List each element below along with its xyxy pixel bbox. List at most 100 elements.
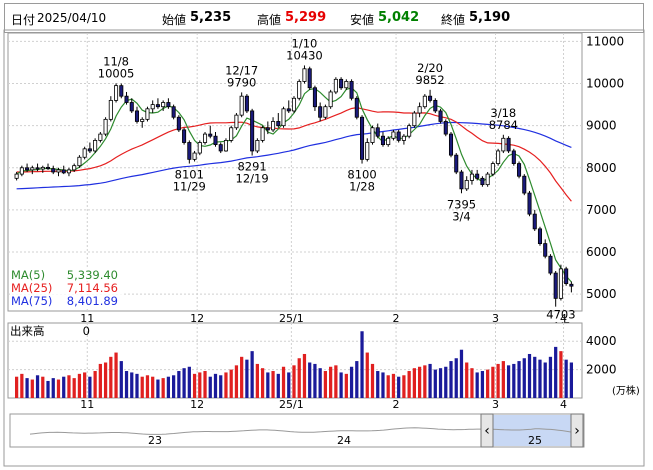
candle — [433, 98, 438, 114]
annotation-price: 9790 — [227, 75, 256, 89]
navigator-year-label: 25 — [528, 434, 542, 447]
navigator-right-handle-box[interactable] — [570, 413, 584, 448]
volume-tick-label: 4000 — [586, 334, 617, 348]
volume-bar-down — [339, 372, 343, 398]
volume-bar-down — [480, 371, 485, 398]
candle — [422, 94, 427, 109]
volume-bar-down — [119, 361, 123, 398]
volume-bar-down — [46, 380, 50, 398]
candle — [454, 153, 459, 175]
candle-body-down — [286, 108, 291, 112]
candle-body-down — [119, 85, 124, 97]
navigator-right-handle[interactable]: › — [570, 413, 584, 448]
volume-bar-down — [433, 369, 437, 398]
candle — [250, 108, 255, 156]
legend-label: MA(25) — [11, 281, 52, 295]
candle — [569, 281, 574, 293]
candle — [443, 119, 448, 137]
candle — [564, 266, 569, 286]
candle — [407, 123, 412, 139]
candle-body-up — [558, 268, 563, 299]
high-value: 5,299 — [285, 10, 327, 25]
volume-bar-up — [240, 356, 244, 398]
volume-bar-down — [506, 365, 511, 398]
volume-bar-up — [72, 378, 76, 398]
open-value: 5,235 — [190, 10, 232, 25]
candle-body-down — [448, 133, 454, 156]
volume-bar-up — [20, 373, 24, 398]
candle — [485, 172, 490, 187]
navigator-left-handle-icon[interactable]: ‹ — [484, 423, 490, 439]
candle-body-up — [281, 108, 286, 127]
candle-body-down — [553, 272, 558, 299]
candle-body-up — [297, 81, 302, 99]
volume-bar-up — [292, 365, 296, 398]
candle-body-up — [328, 91, 333, 108]
candle — [380, 131, 385, 147]
candle — [291, 96, 297, 114]
volume-bar-up — [559, 351, 563, 398]
candle-body-down — [569, 283, 574, 287]
candle — [25, 163, 30, 172]
volume-bar-down — [533, 356, 537, 398]
candle-body-down — [522, 175, 527, 194]
volume-bar-up — [255, 363, 259, 398]
candle — [265, 121, 270, 135]
candle-body-up — [464, 180, 469, 190]
candle-body-up — [19, 167, 24, 175]
volume-bar-down — [397, 376, 401, 398]
volume-bar-down — [475, 372, 479, 398]
candle — [182, 127, 187, 145]
candle — [87, 142, 92, 154]
candle-body-up — [114, 85, 119, 101]
legend-bg — [10, 282, 122, 295]
candle-body-down — [218, 144, 223, 152]
navigator-right-handle-icon[interactable]: › — [574, 423, 580, 439]
volume-bar-up — [402, 375, 406, 398]
candle-body-down — [45, 166, 51, 170]
candle-body-up — [150, 104, 155, 110]
candle-body-down — [129, 102, 134, 112]
candle — [333, 77, 338, 95]
navigator-left-handle-box[interactable] — [480, 413, 494, 448]
candle-body-up — [77, 156, 82, 167]
price-tick-label: 8000 — [586, 161, 617, 175]
candle-body-down — [527, 192, 532, 215]
candle-body-up — [223, 140, 228, 152]
candle-body-up — [490, 163, 495, 175]
candle — [412, 110, 417, 128]
candle-body-down — [380, 135, 385, 146]
legend-value: 8,401.89 — [67, 294, 118, 308]
volume-bar-up — [151, 376, 155, 398]
candle — [124, 91, 129, 105]
volume-bar-up — [77, 373, 82, 398]
candle-body-up — [370, 127, 375, 143]
candle — [553, 270, 558, 307]
candle-body-down — [182, 129, 187, 143]
candle — [511, 148, 516, 166]
volume-bar-down — [355, 361, 359, 398]
volume-bar-up — [491, 366, 495, 398]
volume-bar-up — [297, 358, 301, 398]
legend-value: 5,339.40 — [67, 268, 118, 282]
candle — [223, 138, 228, 152]
candle-body-up — [82, 148, 87, 158]
volume-bar-up — [224, 372, 228, 398]
volume-bar-down — [172, 375, 176, 398]
annotation-date: 11/8 — [103, 54, 129, 68]
candle — [328, 89, 333, 109]
volume-bar-down — [454, 358, 458, 398]
candle-body-down — [475, 173, 480, 179]
month-label: 3 — [492, 398, 499, 411]
candle — [145, 106, 150, 122]
candle-body-down — [250, 110, 255, 152]
navigator-left-handle[interactable]: ‹ — [480, 413, 494, 448]
candle-body-up — [103, 118, 108, 135]
candle-body-up — [344, 81, 349, 89]
candle — [276, 113, 281, 128]
candle-body-up — [255, 140, 260, 152]
volume-bar-down — [266, 372, 270, 398]
volume-bar-up — [198, 372, 202, 398]
volume-bar-down — [444, 366, 448, 398]
month-label: 4 — [560, 398, 567, 411]
